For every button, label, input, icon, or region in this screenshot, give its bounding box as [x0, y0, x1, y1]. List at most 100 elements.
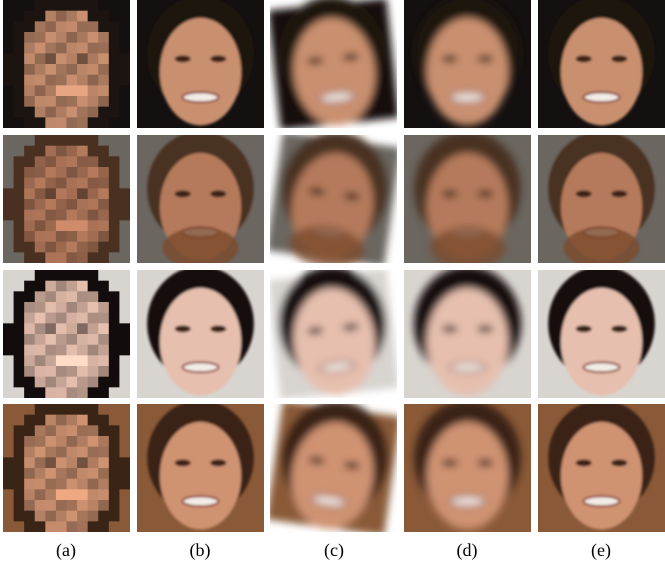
pixel — [109, 302, 120, 313]
pixel — [98, 291, 109, 302]
pixel — [56, 117, 67, 128]
pixel — [14, 0, 25, 11]
pixel — [109, 178, 120, 189]
eye — [477, 459, 493, 466]
pixel — [77, 425, 88, 436]
pixel — [56, 231, 67, 242]
pixel — [35, 302, 46, 313]
pixel — [77, 0, 88, 11]
pixel — [119, 64, 130, 75]
pixel — [24, 468, 35, 479]
pixel — [35, 156, 46, 167]
pixel — [98, 146, 109, 157]
image-grid: (a) (b) (c) (d) (e) — [0, 0, 665, 566]
pixel — [98, 107, 109, 118]
pixel — [98, 156, 109, 167]
pixel — [3, 521, 14, 532]
eye — [611, 459, 627, 466]
pixel — [109, 345, 120, 356]
pixel — [45, 345, 56, 356]
pixel — [88, 457, 99, 468]
pixel — [56, 500, 67, 511]
pixel — [56, 32, 67, 43]
pixel — [56, 146, 67, 157]
pixel — [3, 53, 14, 64]
pixel — [88, 199, 99, 210]
pixel — [88, 366, 99, 377]
pixel — [119, 252, 130, 263]
face-image — [267, 260, 399, 401]
pixel — [14, 436, 25, 447]
pixel — [24, 387, 35, 398]
pixel — [98, 345, 109, 356]
pixel — [119, 210, 130, 221]
pixel — [56, 447, 67, 458]
pixel — [35, 64, 46, 75]
pixel — [67, 323, 78, 334]
pixel — [56, 210, 67, 221]
pixel — [14, 468, 25, 479]
pixel — [3, 366, 14, 377]
pixel — [24, 479, 35, 490]
pixel — [35, 457, 46, 468]
pixel — [24, 11, 35, 22]
pixel — [24, 178, 35, 189]
pixel — [56, 511, 67, 522]
pixel — [35, 281, 46, 292]
pixel — [45, 188, 56, 199]
pixel — [45, 242, 56, 253]
caption: (b) — [190, 540, 211, 561]
pixel — [77, 500, 88, 511]
pixel — [35, 107, 46, 118]
pixel — [88, 468, 99, 479]
pixel — [35, 511, 46, 522]
face-image — [3, 0, 131, 129]
pixel — [67, 489, 78, 500]
pixel — [45, 220, 56, 231]
pixel — [77, 135, 88, 146]
pixel — [77, 210, 88, 221]
face-image — [538, 266, 665, 398]
pixel — [67, 415, 78, 426]
pixel — [67, 500, 78, 511]
pixel — [67, 11, 78, 22]
pixel — [109, 242, 120, 253]
pixel — [119, 377, 130, 388]
pixel — [119, 355, 130, 366]
pixel — [14, 334, 25, 345]
pixel — [24, 291, 35, 302]
pixel — [67, 252, 78, 263]
eye — [611, 55, 627, 62]
pixel — [67, 355, 78, 366]
figure: (a) (b) (c) (d) (e) — [0, 0, 665, 566]
pixel — [14, 32, 25, 43]
pixel — [35, 32, 46, 43]
eye — [576, 325, 592, 332]
pixel — [14, 117, 25, 128]
pixel — [88, 188, 99, 199]
pixel — [119, 11, 130, 22]
pixel — [77, 377, 88, 388]
pixel — [88, 135, 99, 146]
pixel — [109, 415, 120, 426]
face-image — [3, 270, 131, 399]
pixel — [88, 521, 99, 532]
face — [548, 131, 655, 268]
eye — [477, 55, 493, 62]
eye — [175, 325, 191, 332]
pixel — [119, 387, 130, 398]
skin — [561, 18, 642, 126]
pixel — [35, 53, 46, 64]
pixel — [77, 355, 88, 366]
pixel — [119, 96, 130, 107]
skin — [160, 288, 241, 396]
pixel — [14, 377, 25, 388]
pixel — [119, 447, 130, 458]
pixel — [24, 377, 35, 388]
pixel — [77, 11, 88, 22]
pixel — [3, 117, 14, 128]
pixel — [3, 210, 14, 221]
pixel — [67, 167, 78, 178]
pixel — [14, 64, 25, 75]
pixel — [109, 188, 120, 199]
